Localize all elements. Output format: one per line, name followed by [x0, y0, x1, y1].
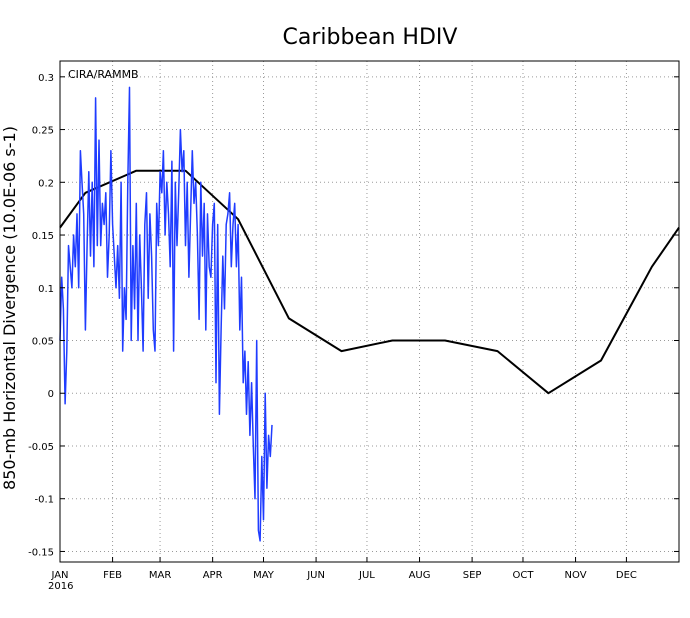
y-tick-label: 0.25: [32, 126, 54, 137]
y-tick-label: 0: [48, 389, 54, 400]
x-tick-label: MAY: [253, 570, 275, 581]
y-tick-label: 0.3: [38, 73, 54, 84]
x-tick-label: JUN: [306, 570, 325, 581]
plot-frame: [59, 60, 680, 563]
chart-title: Caribbean HDIV: [283, 25, 458, 50]
y-tick-label: -0.1: [34, 495, 54, 506]
x-tick-label: DEC: [616, 570, 637, 581]
daily-2016-line: [59, 86, 273, 542]
x-tick-label: AUG: [409, 570, 431, 581]
x-tick-label: APR: [203, 570, 223, 581]
climatology-line: [59, 169, 680, 395]
x-tick-label: SEP: [463, 570, 482, 581]
x-tick-label: JAN: [50, 570, 68, 581]
y-axis-label: 850-mb Horizontal Divergence (10.0E-06 s…: [0, 126, 19, 490]
year-label: 2016: [48, 581, 73, 592]
y-tick-label: 0.2: [38, 178, 54, 189]
x-tick-label: FEB: [103, 570, 122, 581]
y-tick-label: 0.15: [32, 231, 54, 242]
y-tick-label: 0.05: [32, 337, 54, 348]
y-tick-label: -0.15: [28, 547, 54, 558]
y-tick-label: 0.1: [38, 284, 54, 295]
x-tick-label: OCT: [512, 570, 534, 581]
x-tick-label: MAR: [149, 570, 171, 581]
axis-ticks: -0.15 -0.1 -0.05 0 0.05 0.1 0.15 0.2 0.25 0.3 JAN F…: [28, 73, 679, 581]
y-tick-label: -0.05: [28, 442, 54, 453]
x-tick-label: JUL: [358, 570, 375, 581]
x-tick-label: NOV: [565, 570, 587, 581]
series-group: [59, 86, 680, 542]
credit-label: CIRA/RAMMB: [68, 68, 139, 81]
